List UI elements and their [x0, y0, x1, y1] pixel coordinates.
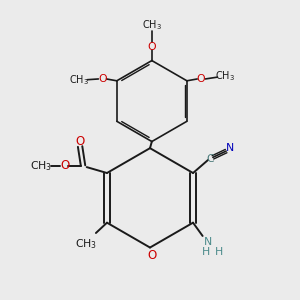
- Text: N: N: [226, 143, 234, 153]
- Text: CH$_3$: CH$_3$: [30, 159, 52, 172]
- Text: CH$_3$: CH$_3$: [69, 74, 89, 87]
- Text: O: O: [98, 74, 107, 84]
- Text: CH$_3$: CH$_3$: [215, 70, 235, 83]
- Text: H: H: [201, 247, 210, 257]
- Text: CH$_3$: CH$_3$: [142, 18, 162, 32]
- Text: O: O: [60, 159, 69, 172]
- Text: C: C: [206, 154, 214, 164]
- Text: N: N: [204, 237, 213, 247]
- Text: CH$_3$: CH$_3$: [75, 237, 97, 251]
- Text: H: H: [215, 247, 223, 257]
- Text: O: O: [76, 135, 85, 148]
- Text: O: O: [196, 74, 205, 84]
- Text: O: O: [147, 249, 157, 262]
- Text: O: O: [148, 42, 156, 52]
